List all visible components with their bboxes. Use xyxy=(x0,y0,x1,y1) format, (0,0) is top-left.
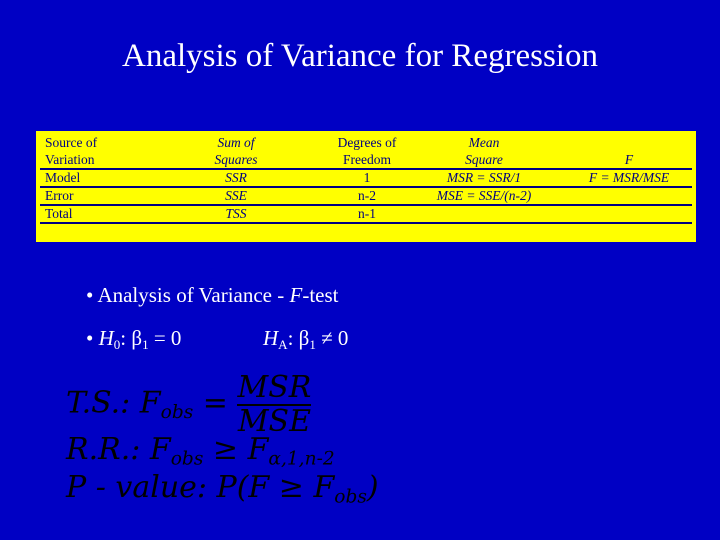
table-cell: Error xyxy=(45,188,74,203)
text-fragment: -test xyxy=(302,283,339,307)
formula: T.S.: Fobs = MSR MSE xyxy=(66,370,312,439)
text-fragment: 1 xyxy=(142,336,149,352)
bullet: HA: β1 ≠ 0 xyxy=(263,326,348,353)
text-fragment: : β xyxy=(120,326,143,350)
text-fragment: : β xyxy=(287,326,310,350)
table-rule xyxy=(40,222,692,224)
table-cell: MSE = SSE/(n-2) xyxy=(436,188,532,203)
table-header: Sum of xyxy=(217,135,255,150)
table-header: F xyxy=(624,152,634,167)
text-fragment: obs xyxy=(160,402,194,424)
text-fragment: R.R.: F xyxy=(66,432,171,467)
table-cell: Model xyxy=(45,170,81,185)
table-cell: SSR xyxy=(225,170,247,185)
table-header: Squares xyxy=(214,152,258,167)
table-header: Freedom xyxy=(343,152,391,167)
table-header: Degrees of xyxy=(337,135,397,150)
text-fragment: • xyxy=(86,326,99,350)
table-cell: TSS xyxy=(225,206,247,221)
text-fragment: • Analysis of Variance - xyxy=(86,283,290,307)
table-header: Source of xyxy=(45,135,98,150)
denominator: MSE xyxy=(237,403,311,439)
text-fragment: 0 xyxy=(113,336,121,352)
table-cell: Total xyxy=(45,206,73,221)
text-fragment: ) xyxy=(366,470,379,505)
table-cell: SSE xyxy=(225,188,247,203)
table-cell: n-1 xyxy=(358,206,376,221)
text-fragment: H xyxy=(98,326,114,350)
table-rule xyxy=(40,204,692,206)
text-fragment: 1 xyxy=(309,336,316,352)
numerator: MSR xyxy=(237,370,312,406)
anova-table: Source of Variation Sum of Squares Degrees o… xyxy=(36,131,696,242)
text-fragment: ≠ 0 xyxy=(315,326,349,350)
table-header: Mean xyxy=(468,135,500,150)
table-cell: n-2 xyxy=(358,188,376,203)
text-fragment: P - value: P(F ≥ F xyxy=(66,470,335,505)
fraction: MSR MSE xyxy=(237,370,312,439)
table-header: Square xyxy=(465,152,503,167)
text-fragment: ≥ F xyxy=(203,432,269,467)
text-fragment: obs xyxy=(170,448,204,470)
text-fragment: obs xyxy=(334,486,367,508)
text-fragment: F xyxy=(289,283,303,307)
table-cell: 1 xyxy=(363,170,371,185)
table-rule xyxy=(40,186,692,188)
bullet: • Analysis of Variance - F-test xyxy=(86,283,338,308)
slide-title: Analysis of Variance for Regression xyxy=(122,38,598,74)
text-fragment: = xyxy=(193,385,238,421)
table-cell: MSR = SSR/1 xyxy=(446,170,522,185)
text-fragment: H xyxy=(263,326,279,350)
text-fragment: T.S.: F xyxy=(66,385,161,421)
text-fragment: A xyxy=(278,336,288,352)
formula: P - value: P(F ≥ Fobs) xyxy=(66,470,379,508)
table-cell: F = MSR/MSE xyxy=(588,170,670,185)
text-fragment: = 0 xyxy=(148,326,182,350)
formula: R.R.: Fobs ≥ Fα,1,n-2 xyxy=(66,432,335,470)
table-header: Variation xyxy=(45,152,95,167)
text-fragment: α,1,n-2 xyxy=(268,448,335,470)
bullet: • H0: β1 = 0 xyxy=(86,326,181,353)
table-rule xyxy=(40,168,692,170)
